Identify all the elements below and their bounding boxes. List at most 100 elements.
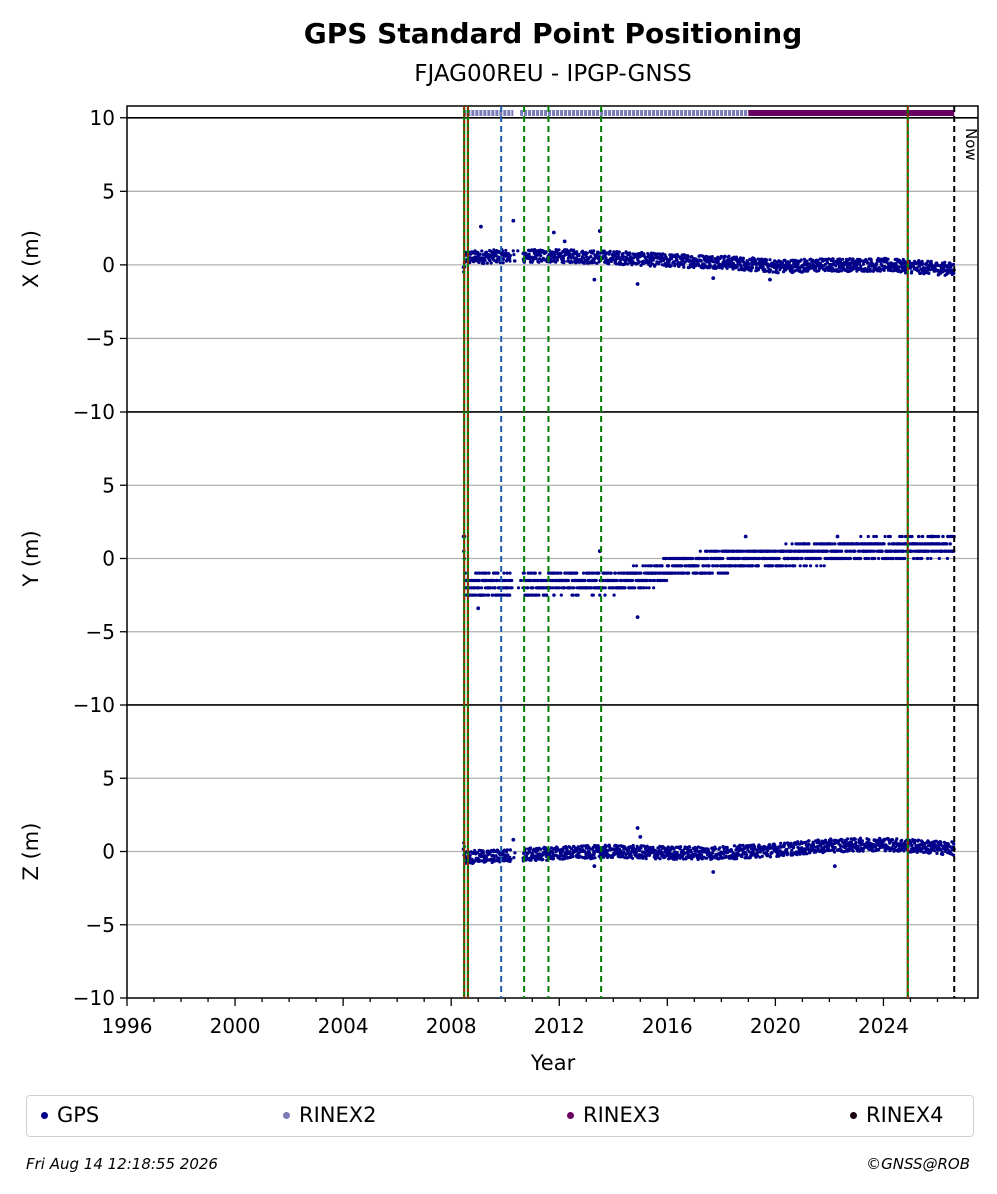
z-panel-gps-point [639,846,643,850]
z-panel-gps-point [682,852,687,856]
x-panel-gps-point [857,267,861,271]
x-panel-gps-point [749,268,753,272]
y-panel-gps-point [647,586,651,590]
x-panel-gps-point [630,256,634,260]
z-panel-gps-point [678,856,682,860]
z-panel-gps-point [711,851,715,855]
x-panel-gps-point [761,265,765,269]
x-panel-gps-point [501,261,505,265]
z-panel-gps-point [941,852,945,857]
x-panel-gps-point [539,254,543,258]
y-panel-gps-point [815,564,819,568]
y-panel-gps-point [916,556,920,561]
z-panel-gps-point [910,843,914,847]
z-panel-gps-point [951,853,956,857]
y-panel-gps-point [642,586,646,590]
x-panel-gps-outlier [562,239,567,244]
x-panel-gps-point [878,269,882,273]
y-panel-gps-point [877,556,881,561]
y-panel-gps-point [787,564,792,568]
y-panel-gps-point [653,578,657,583]
x-panel-gps-point [642,252,646,256]
x-panel-gps-point [925,262,929,266]
y-panel-gps-point [537,593,541,597]
y-panel-gps-point [726,556,730,561]
y-panel-gps-point [937,534,941,539]
y-panel-gps-point [732,549,737,553]
x-panel-gps-point [579,257,584,262]
z-panel: 50−5−10Z (m) [19,704,979,1010]
x-panel-gps-point [534,257,538,261]
z-panel-gps-point [551,857,556,861]
y-panel-gps-point [929,556,933,561]
z-panel-gps-point [856,844,860,849]
y-panel-gps-point [867,556,871,561]
x-panel-gps-point [501,257,506,261]
z-panel-gps-point [714,847,718,851]
x-panel-gps-point [875,261,879,265]
x-panel-gps-point [513,259,517,263]
x-panel-gps-point [648,264,653,268]
y-panel-gps-point [649,564,654,568]
y-panel-gps-point [937,556,941,561]
z-panel-gps-point [935,851,939,856]
y-panel-gps-point [536,578,540,583]
x-panel-gps-point [952,271,956,275]
y-panel-gps-point [493,586,497,590]
x-panel-gps-point [516,249,520,253]
z-panel-gps-point [735,857,739,861]
z-panel-gps-point [729,848,734,852]
y-panel-gps-point [742,549,746,553]
z-panel-gps-point [803,840,808,844]
z-panel-gps-points [461,826,956,874]
legend-marker-rinex4-icon [850,1111,857,1119]
y-panel-gps-point [622,571,627,575]
y-panel-gps-point [825,549,830,553]
x-tick-label: 2024 [858,1014,909,1038]
y-panel-y-tick-label: 0 [102,547,115,571]
y-panel-gps-point [665,578,669,583]
z-panel-gps-point [597,846,601,850]
x-panel-gps-point [570,260,574,264]
z-panel-y-tick-label: −5 [86,913,115,937]
y-panel-gps-point [603,593,607,597]
x-panel-gps-point [882,260,886,264]
y-panel-gps-point [830,542,834,546]
y-panel-gps-point [915,542,920,546]
x-panel-gps-point [577,252,581,257]
y-panel-gps-point [790,549,794,553]
x-panel-gps-point [814,266,818,270]
x-panel-gps-point [614,262,619,266]
y-panel-gps-point [873,556,877,561]
z-panel-gps-outlier [711,870,716,874]
y-panel-gps-point [784,542,788,546]
z-panel-gps-point [738,843,743,848]
y-panel-gps-point [544,578,548,583]
y-panel-gps-point [639,571,643,575]
y-panel-gps-point [775,549,780,553]
y-panel-gps-point [508,593,512,597]
z-panel-gps-point [782,853,786,858]
y-panel-gps-point [899,556,903,561]
z-panel-gps-point [785,847,789,852]
z-panel-gps-point [833,845,837,850]
z-panel-gps-point [558,857,562,861]
y-panel-gps-point [597,571,601,575]
x-panel-gps-point [566,259,570,263]
y-panel-gps-point [777,556,781,561]
z-panel-gps-point [839,844,843,848]
y-panel-gps-point [620,578,624,583]
y-panel-gps-point [726,571,730,575]
z-panel-gps-point [751,849,755,853]
legend-marker-gps-icon [41,1111,48,1119]
x-panel-gps-point [708,264,713,268]
y-panel-gps-point [888,534,892,539]
x-panel-gps-point [651,258,655,262]
y-panel-gps-point [900,534,904,539]
y-panel-gps-point [872,534,876,539]
x-panel-gps-point [582,256,586,260]
x-panel-y-tick-label: 10 [90,106,115,130]
x-panel-gps-point [855,263,859,268]
y-panel-gps-point [516,586,521,590]
